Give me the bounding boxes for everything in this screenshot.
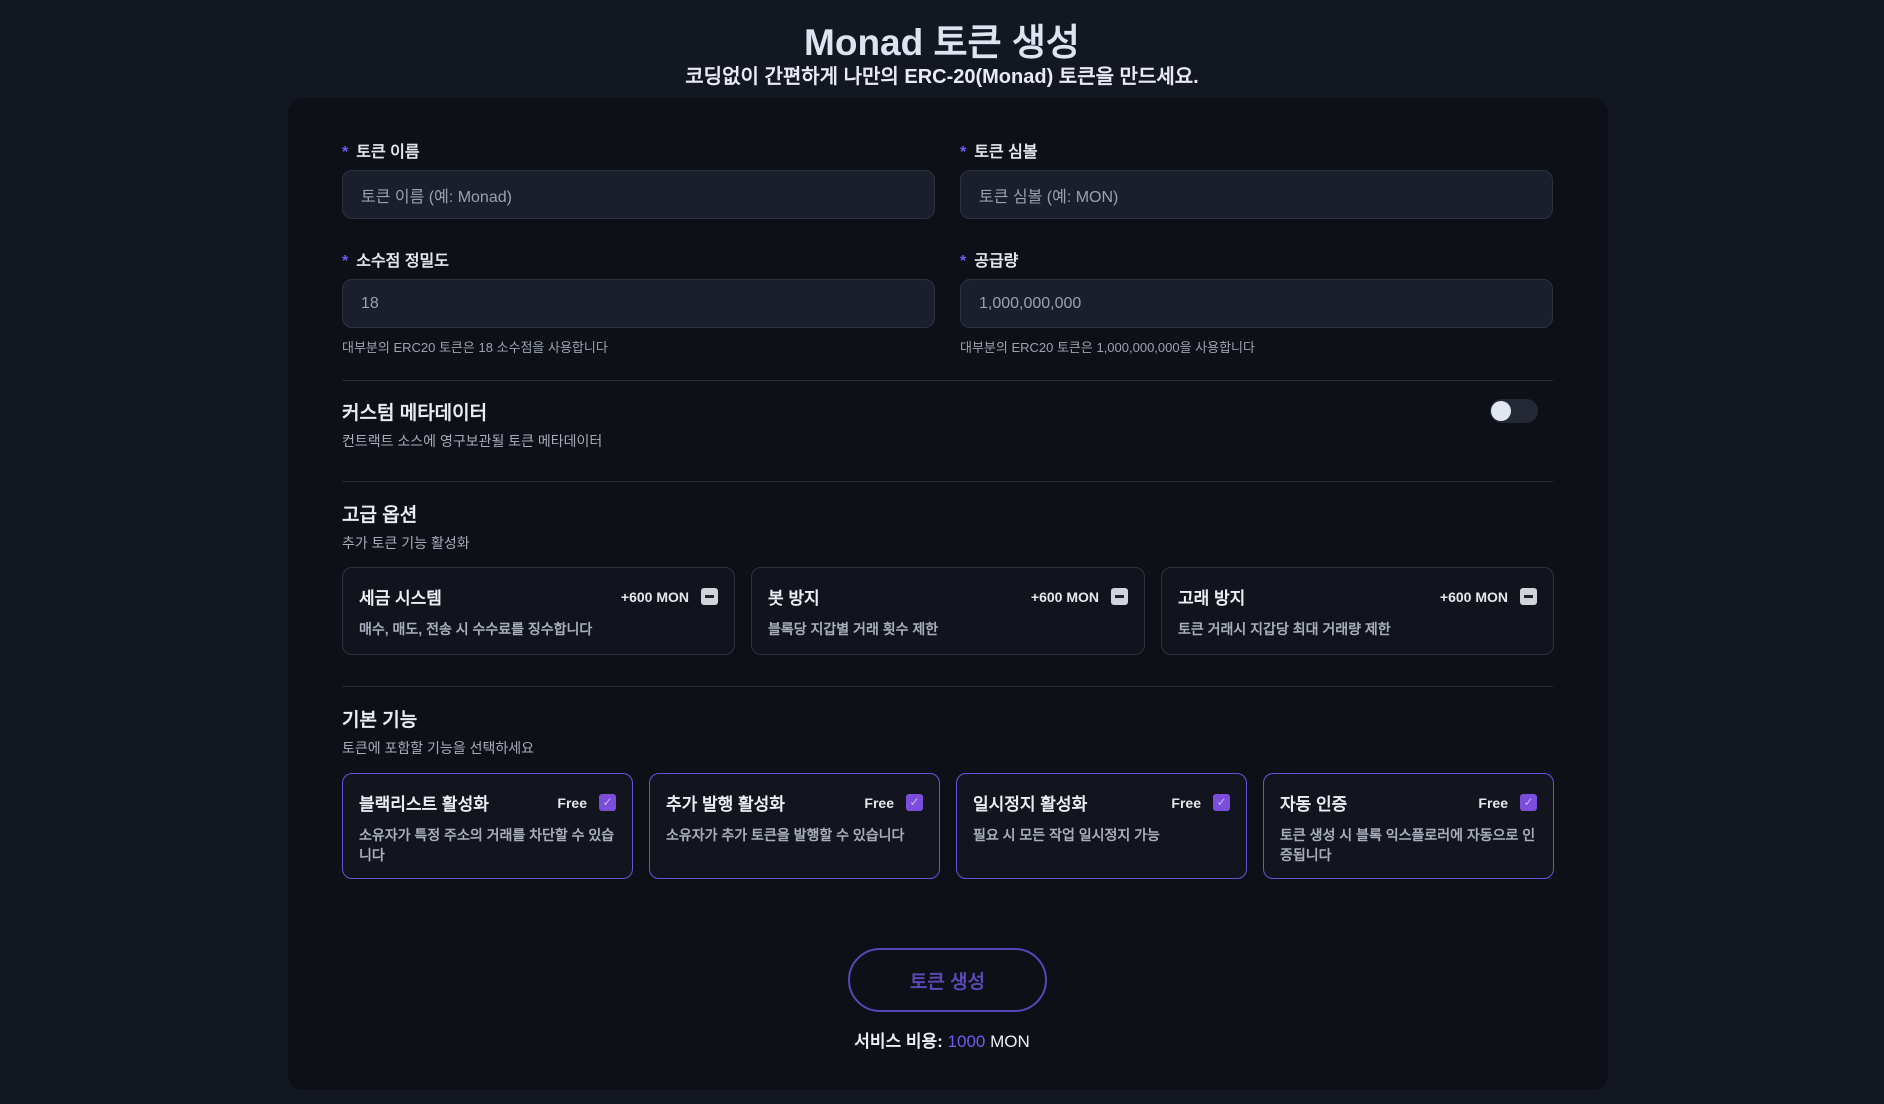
divider (342, 686, 1553, 687)
metadata-title: 커스텀 메타데이터 (342, 403, 488, 424)
required-mark: * (342, 144, 349, 161)
feature-auto-verify[interactable]: 자동 인증 Free ✓ 토큰 생성 시 블록 익스플로러에 자동으로 인증됩니다 (1263, 773, 1554, 879)
option-anti-bot[interactable]: 봇 방지 +600 MON 블록당 지갑별 거래 횟수 제한 (751, 567, 1145, 655)
token-name-label: * 토큰 이름 (342, 138, 420, 162)
feature-title: 자동 인증 (1280, 795, 1348, 814)
feature-title: 블랙리스트 활성화 (359, 795, 489, 814)
checkbox-unchecked-icon[interactable] (1520, 588, 1537, 605)
feature-title: 추가 발행 활성화 (666, 795, 785, 814)
feature-desc: 소유자가 추가 토큰을 발행할 수 있습니다 (666, 827, 905, 843)
supply-label: * 공급량 (960, 247, 1018, 271)
option-desc: 블록당 지갑별 거래 횟수 제한 (768, 621, 939, 637)
token-symbol-input[interactable]: 토큰 심볼 (예: MON) (960, 170, 1553, 219)
option-anti-whale[interactable]: 고래 방지 +600 MON 토큰 거래시 지갑당 최대 거래량 제한 (1161, 567, 1554, 655)
checkbox-unchecked-icon[interactable] (701, 588, 718, 605)
feature-mint[interactable]: 추가 발행 활성화 Free ✓ 소유자가 추가 토큰을 발행할 수 있습니다 (649, 773, 940, 879)
cost-value: 1000 (947, 1032, 986, 1051)
token-symbol-label: * 토큰 심볼 (960, 138, 1038, 162)
feature-title: 일시정지 활성화 (973, 795, 1088, 814)
page-subtitle: 코딩없이 간편하게 나만의 ERC-20(Monad) 토큰을 만드세요. (685, 66, 1199, 88)
cost-label: 서비스 비용: (854, 1032, 943, 1051)
metadata-subtitle: 컨트랙트 소스에 영구보관될 토큰 메타데이터 (342, 433, 603, 449)
advanced-subtitle: 추가 토큰 기능 활성화 (342, 535, 470, 551)
checkbox-checked-icon[interactable]: ✓ (1520, 794, 1537, 811)
create-token-button[interactable]: 토큰 생성 (848, 948, 1047, 1012)
feature-desc: 소유자가 특정 주소의 거래를 차단할 수 있습니다 (359, 827, 615, 863)
required-mark: * (342, 253, 349, 270)
page-title: Monad 토큰 생성 (804, 22, 1080, 63)
option-price: +600 MON (1030, 588, 1099, 605)
option-tax-system[interactable]: 세금 시스템 +600 MON 매수, 매도, 전송 시 수수료를 징수합니다 (342, 567, 735, 655)
placeholder: 토큰 이름 (예: Monad) (361, 188, 512, 206)
label-text: 토큰 심볼 (974, 144, 1038, 161)
checkbox-checked-icon[interactable]: ✓ (599, 794, 616, 811)
label-text: 공급량 (974, 253, 1019, 270)
option-price: +600 MON (1439, 588, 1508, 605)
option-title: 봇 방지 (768, 589, 820, 608)
checkbox-unchecked-icon[interactable] (1111, 588, 1128, 605)
option-title: 세금 시스템 (359, 589, 442, 608)
metadata-toggle[interactable] (1490, 399, 1538, 423)
feature-blacklist[interactable]: 블랙리스트 활성화 Free ✓ 소유자가 특정 주소의 거래를 차단할 수 있습니… (342, 773, 633, 879)
feature-desc: 토큰 생성 시 블록 익스플로러에 자동으로 인증됩니다 (1280, 827, 1536, 863)
label-text: 소수점 정밀도 (356, 253, 449, 270)
divider (342, 481, 1553, 482)
service-cost: 서비스 비용: 1000 MON (0, 1027, 1884, 1052)
feature-price: Free (864, 794, 894, 811)
decimals-input[interactable]: 18 (342, 279, 935, 328)
value: 18 (361, 294, 379, 312)
advanced-title: 고급 옵션 (342, 505, 418, 526)
basic-title: 기본 기능 (342, 710, 418, 731)
feature-pause[interactable]: 일시정지 활성화 Free ✓ 필요 시 모든 작업 일시정지 가능 (956, 773, 1247, 879)
value: 1,000,000,000 (979, 294, 1082, 312)
decimals-label: * 소수점 정밀도 (342, 247, 449, 271)
checkbox-checked-icon[interactable]: ✓ (1213, 794, 1230, 811)
option-price: +600 MON (620, 588, 689, 605)
token-name-input[interactable]: 토큰 이름 (예: Monad) (342, 170, 935, 219)
supply-input[interactable]: 1,000,000,000 (960, 279, 1553, 328)
option-desc: 토큰 거래시 지갑당 최대 거래량 제한 (1178, 621, 1391, 637)
feature-price: Free (557, 794, 587, 811)
divider (342, 380, 1553, 381)
required-mark: * (960, 253, 967, 270)
label-text: 토큰 이름 (356, 144, 420, 161)
feature-desc: 필요 시 모든 작업 일시정지 가능 (973, 827, 1160, 843)
checkbox-checked-icon[interactable]: ✓ (906, 794, 923, 811)
option-desc: 매수, 매도, 전송 시 수수료를 징수합니다 (359, 621, 593, 637)
toggle-knob (1491, 401, 1511, 421)
supply-help: 대부분의 ERC20 토큰은 1,000,000,000을 사용합니다 (960, 340, 1255, 355)
option-title: 고래 방지 (1178, 589, 1246, 608)
cost-unit: MON (990, 1032, 1030, 1051)
feature-price: Free (1171, 794, 1201, 811)
feature-price: Free (1478, 794, 1508, 811)
decimals-help: 대부분의 ERC20 토큰은 18 소수점을 사용합니다 (342, 340, 608, 355)
placeholder: 토큰 심볼 (예: MON) (979, 188, 1119, 206)
required-mark: * (960, 144, 967, 161)
basic-subtitle: 토큰에 포함할 기능을 선택하세요 (342, 740, 534, 756)
